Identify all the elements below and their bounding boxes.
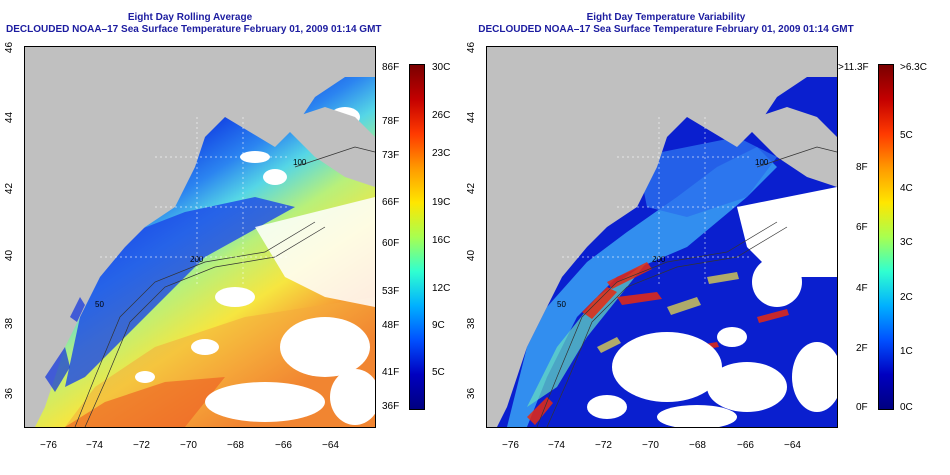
colorbar-label: 2F bbox=[856, 343, 868, 354]
title-line-2: DECLOUDED NOAA–17 Sea Surface Temperatur… bbox=[478, 24, 854, 35]
colorbar-label: 3C bbox=[900, 237, 913, 248]
panel-title: Eight Day Temperature Variability DECLOU… bbox=[456, 12, 876, 36]
title-line-2: DECLOUDED NOAA–17 Sea Surface Temperatur… bbox=[6, 24, 382, 35]
lat-tick: 36 bbox=[4, 387, 16, 400]
colorbar-label: 16C bbox=[432, 235, 451, 246]
colorbar-label: 5C bbox=[900, 130, 913, 141]
colorbar-label: 78F bbox=[382, 116, 400, 127]
lat-tick: 44 bbox=[466, 111, 478, 124]
colorbar-label: 73F bbox=[382, 150, 400, 161]
lon-tick: −64 bbox=[784, 440, 801, 451]
lon-tick: −70 bbox=[642, 440, 659, 451]
colorbar-label: >11.3F bbox=[838, 62, 869, 73]
colorbar-label: 0F bbox=[856, 402, 868, 413]
contour-label: 200 bbox=[190, 255, 204, 264]
contour-label: 100 bbox=[755, 158, 769, 167]
lon-tick: −72 bbox=[133, 440, 150, 451]
colorbar-label: 60F bbox=[382, 238, 400, 249]
sst-average-map: 100 200 50 bbox=[24, 46, 376, 428]
panel-title: Eight Day Rolling Average DECLOUDED NOAA… bbox=[0, 12, 382, 36]
lat-tick: 42 bbox=[4, 182, 16, 195]
lon-tick: −74 bbox=[548, 440, 565, 451]
colorbar-label: 9C bbox=[432, 320, 445, 331]
colorbar-label: 86F bbox=[382, 62, 400, 73]
colorbar-label: 26C bbox=[432, 110, 451, 121]
colorbar-label: 48F bbox=[382, 320, 400, 331]
lat-tick: 44 bbox=[4, 111, 16, 124]
title-line-1: Eight Day Rolling Average bbox=[127, 12, 253, 23]
colorbar-label: 23C bbox=[432, 148, 451, 159]
colorbar-label: 1C bbox=[900, 346, 913, 357]
lon-tick: −74 bbox=[86, 440, 103, 451]
title-line-1: Eight Day Temperature Variability bbox=[586, 12, 746, 23]
colorbar-label: 53F bbox=[382, 286, 400, 297]
lon-tick: −66 bbox=[275, 440, 292, 451]
colorbar-label: 41F bbox=[382, 367, 400, 378]
lon-tick: −66 bbox=[737, 440, 754, 451]
colorbar-label: 12C bbox=[432, 283, 451, 294]
colorbar-label: 2C bbox=[900, 292, 913, 303]
lon-tick: −70 bbox=[180, 440, 197, 451]
lon-tick: −76 bbox=[502, 440, 519, 451]
lon-tick: −68 bbox=[227, 440, 244, 451]
colorbar-label: 4F bbox=[856, 283, 868, 294]
contour-label: 50 bbox=[95, 300, 104, 309]
contour-label: 50 bbox=[557, 300, 566, 309]
colorbar-label: >6.3C bbox=[900, 62, 927, 73]
lon-tick: −72 bbox=[595, 440, 612, 451]
lon-tick: −68 bbox=[689, 440, 706, 451]
lat-tick: 46 bbox=[4, 41, 16, 54]
lat-tick: 40 bbox=[466, 249, 478, 262]
colorbar-label: 36F bbox=[382, 401, 400, 412]
lat-tick: 40 bbox=[4, 249, 16, 262]
colorbar-label: 6F bbox=[856, 222, 868, 233]
contour-label: 100 bbox=[293, 158, 307, 167]
lon-tick: −64 bbox=[322, 440, 339, 451]
colorbar-label: 0C bbox=[900, 402, 913, 413]
colorbar-label: 4C bbox=[900, 183, 913, 194]
colorbar-label: 66F bbox=[382, 197, 400, 208]
colorbar-variability bbox=[878, 64, 894, 410]
sst-variability-map: 100 200 50 bbox=[486, 46, 838, 428]
lat-tick: 46 bbox=[466, 41, 478, 54]
colorbar-label: 8F bbox=[856, 162, 868, 173]
colorbar-average bbox=[409, 64, 425, 410]
lat-tick: 38 bbox=[466, 317, 478, 330]
colorbar-label: 5C bbox=[432, 367, 445, 378]
lat-tick: 36 bbox=[466, 387, 478, 400]
contour-label: 200 bbox=[652, 255, 666, 264]
lat-tick: 42 bbox=[466, 182, 478, 195]
lat-tick: 38 bbox=[4, 317, 16, 330]
colorbar-label: 19C bbox=[432, 197, 451, 208]
colorbar-label: 30C bbox=[432, 62, 451, 73]
lon-tick: −76 bbox=[40, 440, 57, 451]
